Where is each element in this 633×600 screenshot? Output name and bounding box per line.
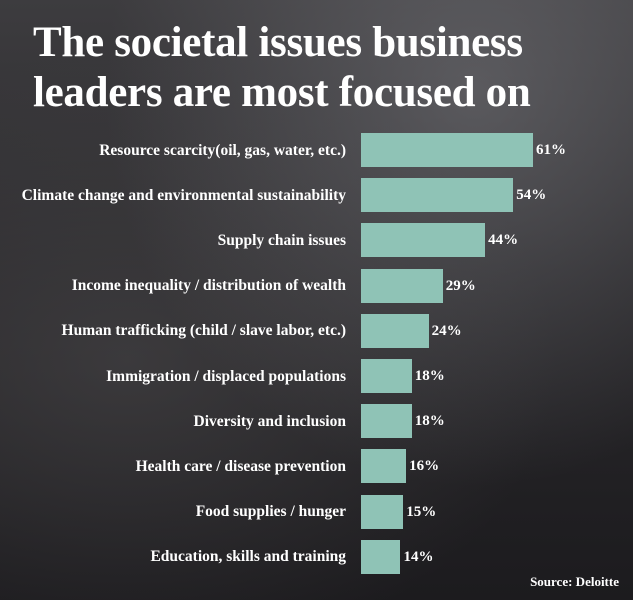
chart-title: The societal issues business leaders are… <box>33 19 531 116</box>
value-label: 61% <box>536 142 567 158</box>
bar <box>361 359 412 393</box>
value-label: 24% <box>431 322 462 339</box>
bar <box>361 449 407 484</box>
value-label: 18% <box>414 368 445 384</box>
bar <box>361 313 429 348</box>
value-label: 15% <box>406 503 437 520</box>
category-label: Climate change and environmental sustain… <box>21 186 346 204</box>
category-label: Diversity and inclusion <box>193 412 346 430</box>
category-label: Supply chain issues <box>217 231 346 249</box>
value-label: 29% <box>445 277 476 294</box>
category-label: Immigration / displaced populations <box>106 367 346 385</box>
bar <box>361 178 514 213</box>
category-label: Food supplies / hunger <box>195 503 346 521</box>
value-label: 14% <box>403 548 434 565</box>
value-label: 54% <box>516 187 547 204</box>
bar <box>361 539 401 574</box>
bar <box>361 494 404 529</box>
value-label: 16% <box>409 458 440 475</box>
bar <box>361 223 486 258</box>
source: Source: Deloitte <box>530 574 619 589</box>
category-label: Income inequality / distribution of weal… <box>71 277 346 295</box>
bar <box>361 404 412 439</box>
category-label: Health care / disease prevention <box>135 457 346 475</box>
value-label: 18% <box>414 413 445 430</box>
category-label: Resource scarcity(oil, gas, water, etc.) <box>99 141 346 159</box>
category-label: Human trafficking (child / slave labor, … <box>61 322 346 340</box>
category-label: Education, skills and training <box>150 548 346 566</box>
bar <box>361 268 443 303</box>
value-label: 44% <box>488 232 519 249</box>
bar <box>361 133 534 167</box>
